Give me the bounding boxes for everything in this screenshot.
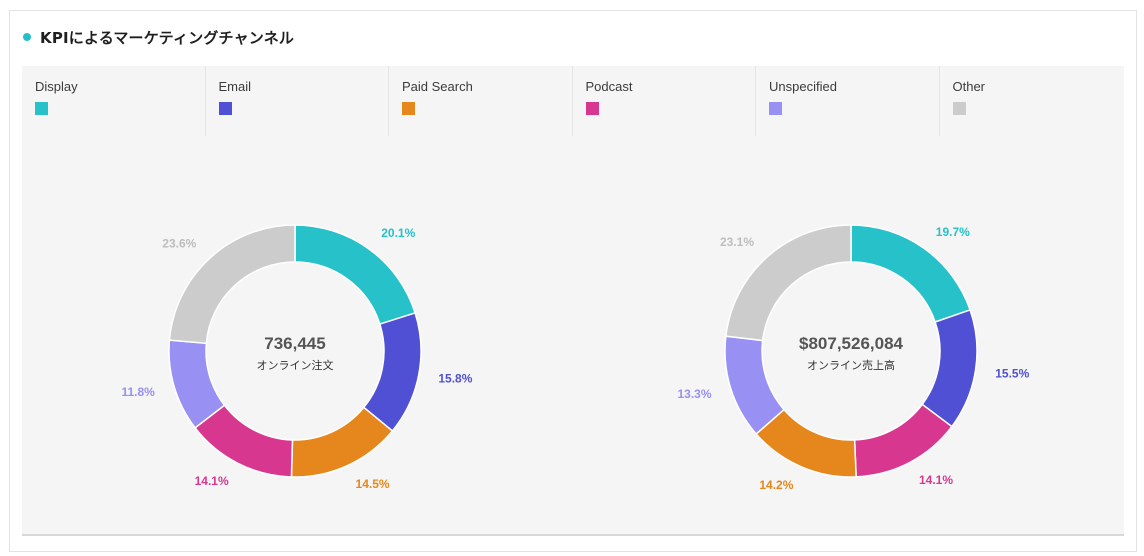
panel-title: KPIによるマーケティングチャンネル [40,28,295,47]
data-label-email: 15.5% [995,367,1029,381]
center-value: 736,445 [264,334,325,353]
data-label-display: 19.7% [936,225,970,239]
panel-header: KPIによるマーケティングチャンネル [10,11,1136,63]
donut-chart-revenue: 19.7% 15.5% 14.1% 14.2% 13.3% 23.1% $807,526,0… [678,224,1030,492]
slice-podcast[interactable] [853,403,953,478]
legend-swatch-icon [585,102,599,115]
data-label-other: 23.1% [720,235,754,249]
slice-email[interactable] [362,312,422,432]
legend-swatch-icon [218,102,232,115]
legend-item-unspecified[interactable]: Unspecified [756,66,940,136]
slice-email[interactable] [921,309,978,428]
center-value: $807,526,084 [799,334,904,353]
legend-label: Unspecified [769,79,837,94]
legend-label: Podcast [585,79,633,94]
data-label-unspecified: 13.3% [678,387,712,401]
legend-item-display[interactable]: Display [22,66,206,136]
slice-display[interactable] [850,224,972,323]
slice-other[interactable] [168,224,296,345]
data-label-unspecified: 11.8% [121,385,155,399]
center-label: オンライン売上高 [807,358,895,372]
data-label-podcast: 14.1% [919,473,953,487]
legend-label: Other [952,79,986,94]
title-dot-icon [23,33,31,41]
legend-swatch-icon [402,102,415,115]
legend-swatch-icon [769,102,782,115]
donut-charts: 20.1% 15.8% 14.5% 14.1% 11.8% 23.6% 736,445 オンラ… [121,224,1030,492]
chart-panel: KPIによるマーケティングチャンネル Display Email Paid Se… [9,10,1137,552]
center-label: オンライン注文 [257,358,334,372]
legend: Display Email Paid Search Podcast Unspec… [22,66,1124,136]
slice-other[interactable] [725,224,852,342]
legend-item-paid-search[interactable]: Paid Search [389,66,573,136]
data-label-paid-search: 14.2% [759,478,793,492]
legend-label: Paid Search [402,79,473,94]
legend-swatch-icon [35,102,48,115]
data-label-paid-search: 14.5% [356,477,390,491]
data-label-email: 15.8% [438,372,472,386]
legend-item-podcast[interactable]: Podcast [573,66,756,136]
data-label-podcast: 14.1% [195,474,229,488]
legend-item-email[interactable]: Email [206,66,389,136]
legend-label: Display [35,79,78,94]
data-label-other: 23.6% [162,236,196,250]
legend-swatch-icon [952,102,966,115]
slice-paid-search[interactable] [290,406,394,478]
donut-chart-orders: 20.1% 15.8% 14.5% 14.1% 11.8% 23.6% 736,445 オンラ… [121,224,473,491]
data-label-display: 20.1% [381,226,415,240]
legend-label: Email [218,79,252,94]
legend-item-other[interactable]: Other [940,66,1124,136]
visualization-area: Display Email Paid Search Podcast Unspec… [22,66,1124,536]
